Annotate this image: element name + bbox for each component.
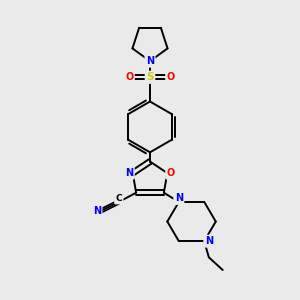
Text: O: O — [167, 168, 175, 178]
Text: N: N — [205, 236, 213, 246]
Text: N: N — [125, 168, 133, 178]
Text: C: C — [116, 194, 122, 203]
Text: N: N — [146, 56, 154, 66]
Text: O: O — [167, 72, 175, 82]
Text: N: N — [93, 206, 101, 216]
Text: N: N — [175, 194, 183, 203]
Text: O: O — [125, 72, 134, 82]
Text: S: S — [146, 72, 154, 82]
